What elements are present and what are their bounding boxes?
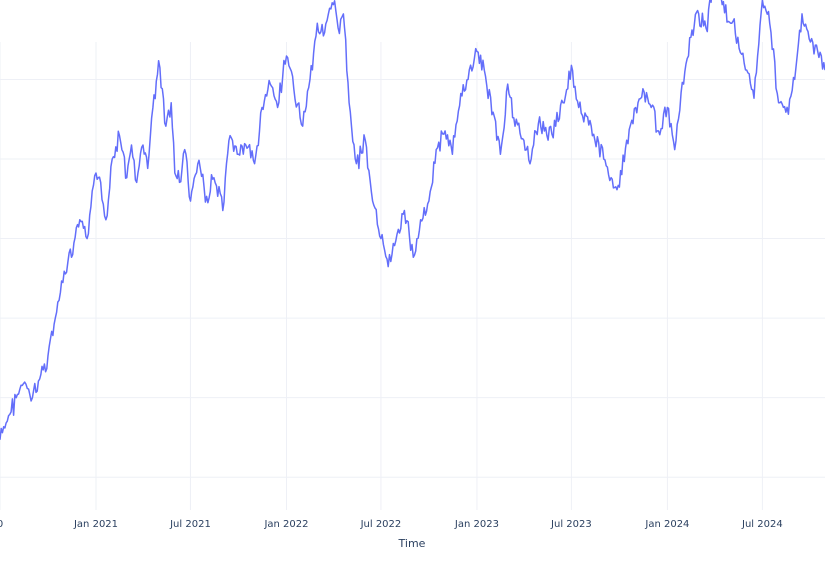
x-tick-label: Jul 2024: [741, 519, 783, 530]
x-tick-label: 0: [0, 519, 3, 530]
series-layer: [0, 0, 825, 440]
x-axis-title: Time: [398, 537, 426, 550]
x-tick-labels: 0 Jan 2021 Jul 2021 Jan 2022 Jul 2022 Jan 202…: [0, 519, 783, 530]
x-tick-label: Jul 2022: [360, 519, 402, 530]
x-tick-label: Jul 2021: [169, 519, 211, 530]
series-line: [0, 0, 825, 440]
x-tick-label: Jan 2024: [644, 519, 689, 530]
x-tick-label: Jan 2021: [73, 519, 118, 530]
grid-layer: [0, 42, 825, 510]
x-tick-label: Jul 2023: [550, 519, 592, 530]
x-tick-label: Jan 2022: [263, 519, 308, 530]
x-tick-label: Jan 2023: [454, 519, 499, 530]
